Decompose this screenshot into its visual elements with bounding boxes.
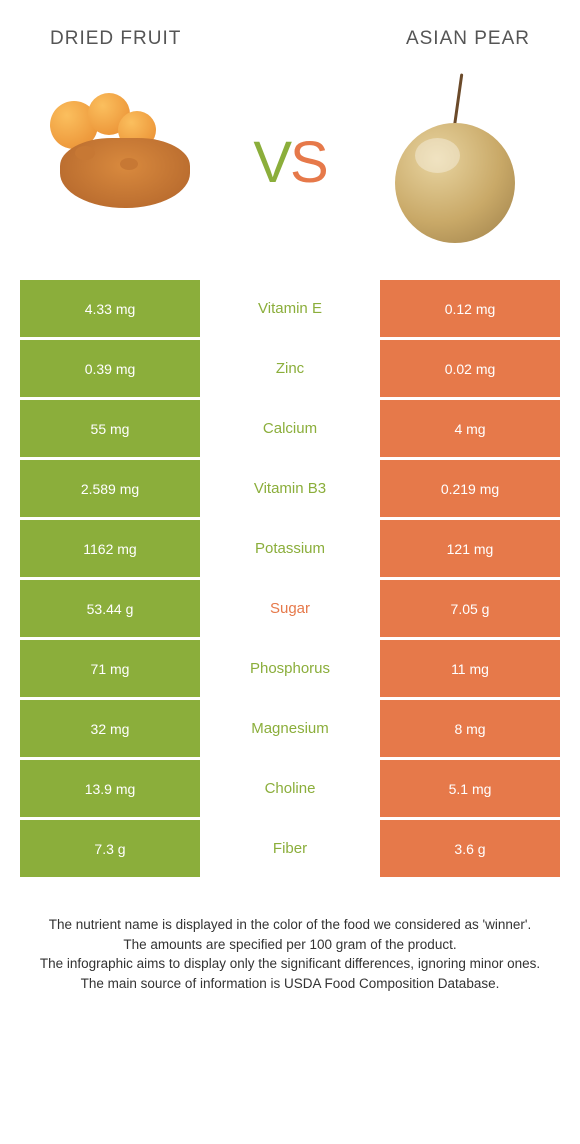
nutrient-table: 4.33 mgVitamin E0.12 mg0.39 mgZinc0.02 m… [0, 280, 580, 877]
nutrient-row: 32 mgMagnesium8 mg [20, 700, 560, 757]
vs-v: V [253, 130, 290, 195]
left-value: 13.9 mg [20, 760, 200, 817]
nutrient-row: 55 mgCalcium4 mg [20, 400, 560, 457]
nutrient-label: Magnesium [200, 700, 380, 757]
right-value: 11 mg [380, 640, 560, 697]
right-value: 7.05 g [380, 580, 560, 637]
right-value: 3.6 g [380, 820, 560, 877]
footer-line: The main source of information is USDA F… [30, 974, 550, 994]
nutrient-row: 4.33 mgVitamin E0.12 mg [20, 280, 560, 337]
left-food-image [40, 78, 210, 248]
footer-line: The amounts are specified per 100 gram o… [30, 935, 550, 955]
nutrient-row: 71 mgPhosphorus11 mg [20, 640, 560, 697]
left-value: 71 mg [20, 640, 200, 697]
nutrient-label: Zinc [200, 340, 380, 397]
vs-label: VS [253, 129, 326, 196]
left-value: 0.39 mg [20, 340, 200, 397]
left-value: 7.3 g [20, 820, 200, 877]
right-value: 121 mg [380, 520, 560, 577]
vs-s: S [290, 130, 327, 195]
nutrient-row: 53.44 gSugar7.05 g [20, 580, 560, 637]
right-value: 4 mg [380, 400, 560, 457]
nutrient-row: 0.39 mgZinc0.02 mg [20, 340, 560, 397]
nutrient-label: Choline [200, 760, 380, 817]
nutrient-label: Vitamin E [200, 280, 380, 337]
left-value: 2.589 mg [20, 460, 200, 517]
left-value: 53.44 g [20, 580, 200, 637]
right-value: 0.12 mg [380, 280, 560, 337]
nutrient-label: Vitamin B3 [200, 460, 380, 517]
nutrient-label: Phosphorus [200, 640, 380, 697]
left-value: 55 mg [20, 400, 200, 457]
right-value: 0.02 mg [380, 340, 560, 397]
right-value: 5.1 mg [380, 760, 560, 817]
footer-notes: The nutrient name is displayed in the co… [0, 880, 580, 993]
left-value: 4.33 mg [20, 280, 200, 337]
footer-line: The infographic aims to display only the… [30, 954, 550, 974]
nutrient-label: Fiber [200, 820, 380, 877]
nutrient-label: Potassium [200, 520, 380, 577]
right-value: 8 mg [380, 700, 560, 757]
asian-pear-illustration [380, 73, 530, 253]
left-value: 1162 mg [20, 520, 200, 577]
right-value: 0.219 mg [380, 460, 560, 517]
nutrient-label: Sugar [200, 580, 380, 637]
nutrient-row: 1162 mgPotassium121 mg [20, 520, 560, 577]
dried-fruit-illustration [40, 93, 210, 233]
footer-line: The nutrient name is displayed in the co… [30, 915, 550, 935]
nutrient-row: 7.3 gFiber3.6 g [20, 820, 560, 877]
right-food-title: Asian pear [406, 28, 530, 50]
left-value: 32 mg [20, 700, 200, 757]
left-food-title: Dried fruit [50, 28, 181, 50]
nutrient-row: 2.589 mgVitamin B30.219 mg [20, 460, 560, 517]
nutrient-label: Calcium [200, 400, 380, 457]
header: Dried fruit Asian pear [0, 0, 580, 60]
right-food-image [370, 78, 540, 248]
hero-row: VS [0, 60, 580, 280]
nutrient-row: 13.9 mgCholine5.1 mg [20, 760, 560, 817]
